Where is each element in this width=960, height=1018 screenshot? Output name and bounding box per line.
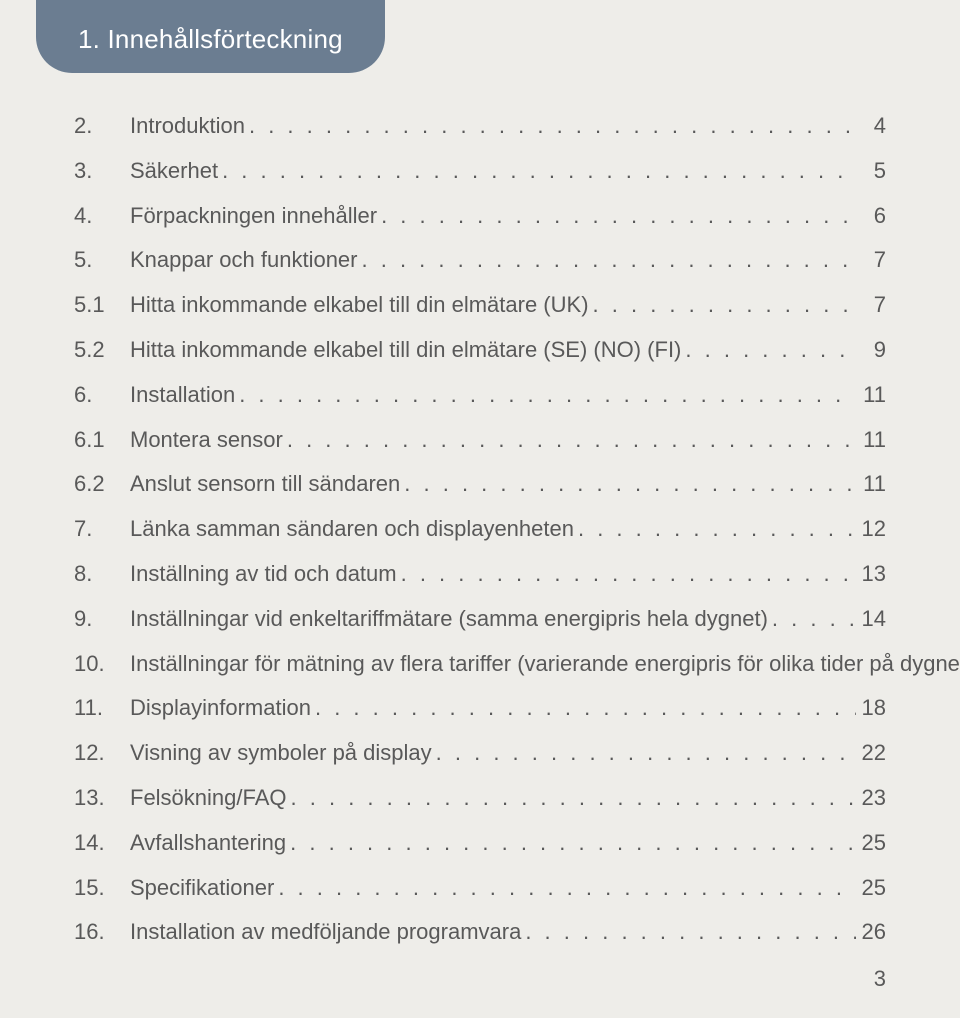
toc-number: 3. xyxy=(74,156,130,187)
toc-leader-dots xyxy=(283,425,856,456)
toc-entry: 2. Introduktion 4 xyxy=(74,111,886,142)
toc-page: 13 xyxy=(856,559,886,590)
toc-leader-dots xyxy=(400,469,856,500)
toc-entry: 7. Länka samman sändaren och displayenhe… xyxy=(74,514,886,545)
toc-leader-dots xyxy=(589,290,856,321)
toc-number: 13. xyxy=(74,783,130,814)
toc-page: 5 xyxy=(856,156,886,187)
toc-page: 25 xyxy=(856,873,886,904)
toc-entry: 6.2 Anslut sensorn till sändaren 11 xyxy=(74,469,886,500)
toc-title: Inställningar vid enkeltariffmätare (sam… xyxy=(130,604,768,635)
toc-entry: 15. Specifikationer 25 xyxy=(74,873,886,904)
toc-entry: 12. Visning av symboler på display 22 xyxy=(74,738,886,769)
page-number: 3 xyxy=(874,966,886,992)
toc-title: Förpackningen innehåller xyxy=(130,201,377,232)
toc-title: Inställningar för mätning av flera tarif… xyxy=(130,649,960,680)
toc-leader-dots xyxy=(432,738,856,769)
toc-page: 11 xyxy=(856,469,886,500)
toc-leader-dots xyxy=(311,693,856,724)
toc-number: 15. xyxy=(74,873,130,904)
chapter-heading-tab: 1. Innehållsförteckning xyxy=(36,0,385,73)
toc-entry: 6. Installation 11 xyxy=(74,380,886,411)
toc-leader-dots xyxy=(768,604,856,635)
toc-number: 10. xyxy=(74,649,130,680)
toc-number: 9. xyxy=(74,604,130,635)
toc-title: Specifikationer xyxy=(130,873,274,904)
toc-number: 4. xyxy=(74,201,130,232)
toc-leader-dots xyxy=(245,111,856,142)
toc-number: 12. xyxy=(74,738,130,769)
toc-page: 18 xyxy=(856,693,886,724)
toc-page: 4 xyxy=(856,111,886,142)
toc-title: Introduktion xyxy=(130,111,245,142)
toc-title: Displayinformation xyxy=(130,693,311,724)
toc-number: 14. xyxy=(74,828,130,859)
toc-number: 5. xyxy=(74,245,130,276)
toc-leader-dots xyxy=(397,559,856,590)
toc-page: 14 xyxy=(856,604,886,635)
toc-leader-dots xyxy=(235,380,856,411)
toc-entry: 16. Installation av medföljande programv… xyxy=(74,917,886,948)
toc-page: 25 xyxy=(856,828,886,859)
toc-leader-dots xyxy=(287,783,856,814)
toc-entry: 10. Inställningar för mätning av flera t… xyxy=(74,649,886,680)
toc-number: 6. xyxy=(74,380,130,411)
toc-page: 7 xyxy=(856,290,886,321)
toc-page: 6 xyxy=(856,201,886,232)
toc-entry: 5. Knappar och funktioner 7 xyxy=(74,245,886,276)
toc-entry: 8. Inställning av tid och datum 13 xyxy=(74,559,886,590)
toc-page: 7 xyxy=(856,245,886,276)
toc-leader-dots xyxy=(286,828,856,859)
toc-entry: 5.2 Hitta inkommande elkabel till din el… xyxy=(74,335,886,366)
chapter-heading-text: 1. Innehållsförteckning xyxy=(78,24,343,54)
toc-leader-dots xyxy=(377,201,856,232)
toc-title: Avfallshantering xyxy=(130,828,286,859)
toc-title: Installation xyxy=(130,380,235,411)
toc-title: Länka samman sändaren och displayenheten xyxy=(130,514,574,545)
toc-page: 11 xyxy=(856,380,886,411)
toc-title: Knappar och funktioner xyxy=(130,245,358,276)
toc-entry: 6.1 Montera sensor 11 xyxy=(74,425,886,456)
toc-title: Hitta inkommande elkabel till din elmäta… xyxy=(130,290,589,321)
toc-number: 5.2 xyxy=(74,335,130,366)
toc-entry: 4. Förpackningen innehåller 6 xyxy=(74,201,886,232)
toc-number: 2. xyxy=(74,111,130,142)
toc-entry: 3. Säkerhet 5 xyxy=(74,156,886,187)
toc-title: Montera sensor xyxy=(130,425,283,456)
toc-leader-dots xyxy=(358,245,857,276)
toc-entry: 9. Inställningar vid enkeltariffmätare (… xyxy=(74,604,886,635)
toc-leader-dots xyxy=(681,335,856,366)
toc-number: 8. xyxy=(74,559,130,590)
toc-page: 26 xyxy=(856,917,886,948)
toc-title: Hitta inkommande elkabel till din elmäta… xyxy=(130,335,681,366)
toc-leader-dots xyxy=(274,873,856,904)
toc-page: 9 xyxy=(856,335,886,366)
toc-page: 22 xyxy=(856,738,886,769)
toc-number: 16. xyxy=(74,917,130,948)
toc-title: Inställning av tid och datum xyxy=(130,559,397,590)
toc-leader-dots xyxy=(574,514,856,545)
toc-entry: 11. Displayinformation 18 xyxy=(74,693,886,724)
toc-page: 11 xyxy=(856,425,886,456)
toc-number: 6.2 xyxy=(74,469,130,500)
toc-leader-dots xyxy=(218,156,856,187)
toc-entry: 13. Felsökning/FAQ 23 xyxy=(74,783,886,814)
toc-page: 23 xyxy=(856,783,886,814)
toc-number: 6.1 xyxy=(74,425,130,456)
toc-number: 7. xyxy=(74,514,130,545)
toc-title: Säkerhet xyxy=(130,156,218,187)
toc-title: Visning av symboler på display xyxy=(130,738,432,769)
toc-title: Installation av medföljande programvara xyxy=(130,917,521,948)
toc-title: Anslut sensorn till sändaren xyxy=(130,469,400,500)
toc-entry: 14. Avfallshantering 25 xyxy=(74,828,886,859)
table-of-contents: 2. Introduktion 4 3. Säkerhet 5 4. Förpa… xyxy=(0,73,960,948)
toc-number: 11. xyxy=(74,693,130,724)
toc-leader-dots xyxy=(521,917,856,948)
toc-title: Felsökning/FAQ xyxy=(130,783,287,814)
toc-page: 12 xyxy=(856,514,886,545)
toc-entry: 5.1 Hitta inkommande elkabel till din el… xyxy=(74,290,886,321)
toc-number: 5.1 xyxy=(74,290,130,321)
